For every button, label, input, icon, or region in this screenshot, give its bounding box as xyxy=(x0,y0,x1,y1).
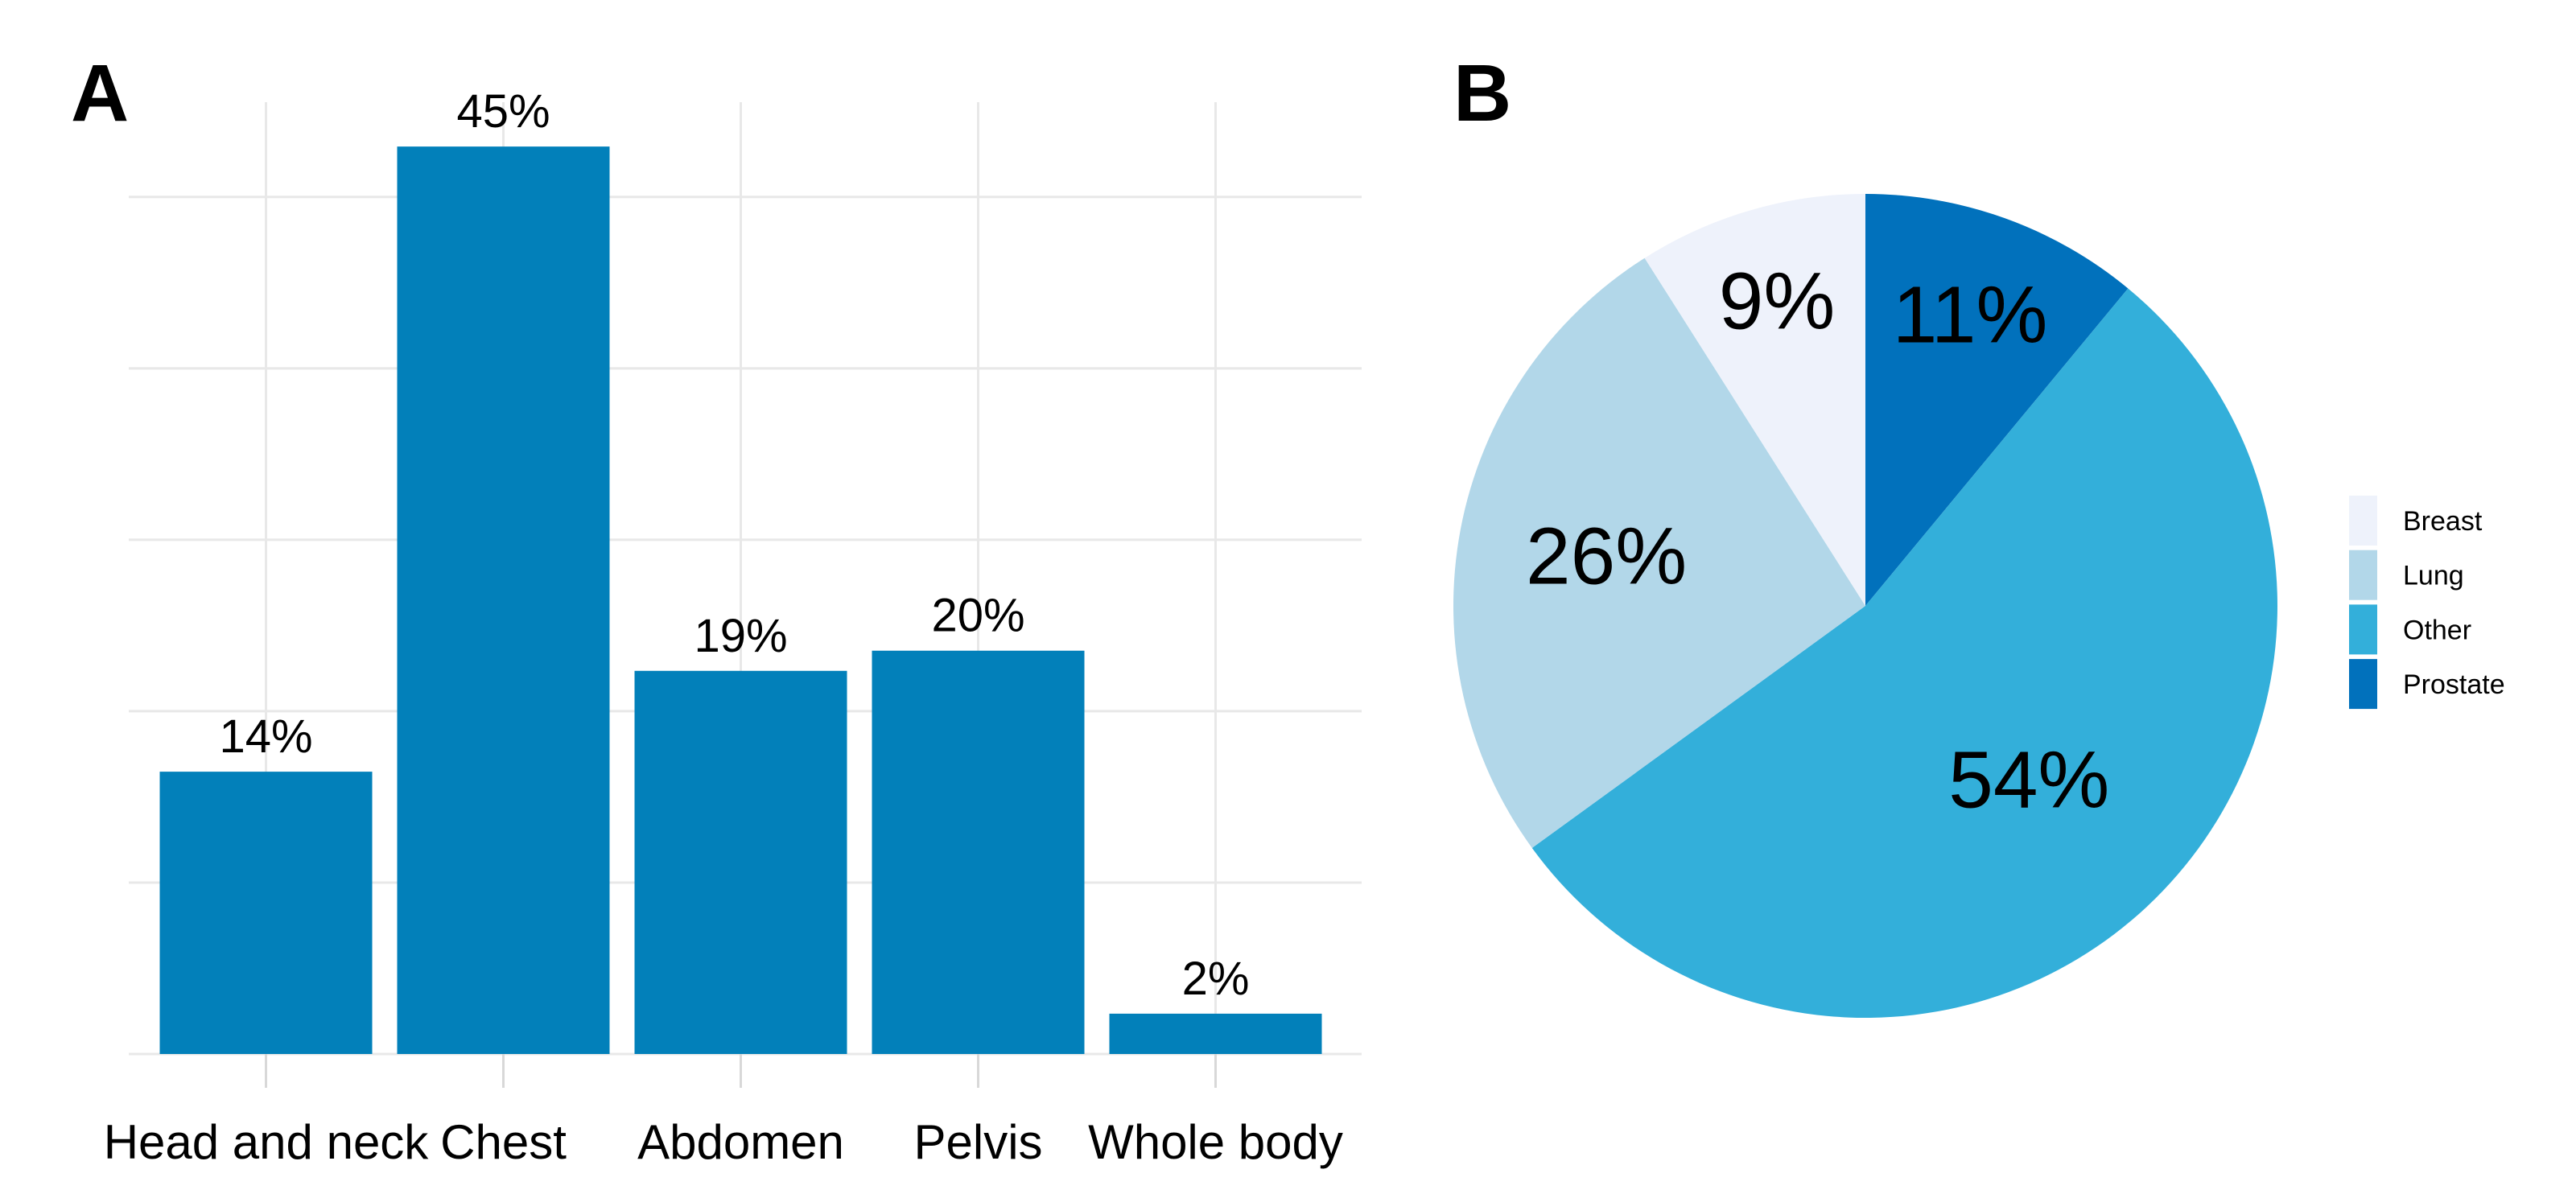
x-axis-label-abdomen: Abdomen xyxy=(637,1115,844,1169)
legend-swatch-lung xyxy=(2349,550,2377,600)
bar-whole-body xyxy=(1109,1013,1322,1054)
panel-b-label: B xyxy=(1453,48,1511,138)
pie-slice-breast xyxy=(1644,194,1865,606)
x-axis-label-chest: Chest xyxy=(440,1115,567,1169)
pie-slice-other xyxy=(1531,288,2277,1019)
pie-legend: Breast Lung Other Prostate xyxy=(2349,496,2505,710)
bar-value-label-chest: 45% xyxy=(456,85,550,138)
legend-label-prostate: Prostate xyxy=(2403,669,2505,700)
pie-slice-label-lung: 26% xyxy=(1526,512,1687,602)
legend-swatch-breast xyxy=(2349,496,2377,546)
bar-chest xyxy=(397,146,610,1054)
legend-swatch-other xyxy=(2349,604,2377,655)
bar-chart: 14% Head and neck 45% Chest 19% Abdomen 20% Pel… xyxy=(104,85,1343,1169)
pie-slice-lung xyxy=(1453,257,1865,848)
pie-slice-label-prostate: 11% xyxy=(1893,270,2048,360)
x-axis-label-whole-body: Whole body xyxy=(1088,1115,1343,1169)
bar-pelvis xyxy=(872,650,1085,1054)
bar-value-label-head-and-neck: 14% xyxy=(219,710,312,763)
pie-chart: 11% 54% 26% 9% xyxy=(1453,194,2277,1019)
bar-value-label-whole-body: 2% xyxy=(1182,953,1250,1005)
panel-a-label: A xyxy=(71,48,129,138)
legend-label-breast: Breast xyxy=(2403,506,2483,537)
bar-abdomen xyxy=(634,670,847,1054)
bar-value-label-pelvis: 20% xyxy=(931,590,1024,642)
bar-value-label-abdomen: 19% xyxy=(694,610,787,662)
pie-slice-prostate xyxy=(1865,194,2129,606)
bar-head-and-neck xyxy=(159,772,373,1054)
pie-slice-label-other: 54% xyxy=(1948,735,2109,825)
x-axis-label-head-and-neck: Head and neck xyxy=(104,1115,430,1169)
legend-label-lung: Lung xyxy=(2403,561,2464,591)
x-axis-label-pelvis: Pelvis xyxy=(913,1115,1042,1169)
legend-label-other: Other xyxy=(2403,615,2471,645)
pie-slice-label-breast: 9% xyxy=(1719,256,1836,346)
legend-swatch-prostate xyxy=(2349,659,2377,710)
